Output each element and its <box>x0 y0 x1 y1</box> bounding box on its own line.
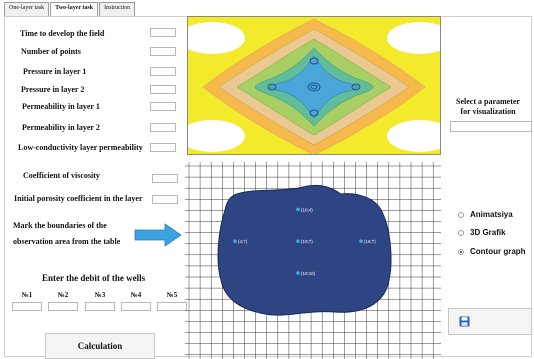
porosity-input[interactable] <box>152 195 178 204</box>
option-contour-graph[interactable]: Contour graph <box>458 247 526 256</box>
option-animatsiya[interactable]: Animatsiya <box>458 210 513 219</box>
mark-boundaries-line2: observation area from the table <box>13 237 121 246</box>
option-3d-grafik-label: 3D Grafik <box>470 228 506 237</box>
param-input-low-perm[interactable] <box>150 143 176 152</box>
param-input-points[interactable] <box>150 47 176 56</box>
well-input-4[interactable] <box>121 302 151 311</box>
mark-boundaries-line1: Mark the boundaries of the <box>13 221 107 230</box>
radio-3d-grafik[interactable] <box>458 229 464 236</box>
well-points: (10;4) (4;7) (10;7) (16;7) (10;10) <box>233 207 376 276</box>
well-point[interactable] <box>296 239 300 243</box>
observation-grid[interactable]: (10;4) (4;7) (10;7) (16;7) (10;10) <box>185 162 441 359</box>
well-point[interactable] <box>296 207 300 212</box>
well-label-2: №2 <box>57 291 69 299</box>
param-label-perm1: Permeability in layer 1 <box>22 102 100 111</box>
param-select-input[interactable] <box>450 121 532 132</box>
well-label-4: №4 <box>130 291 142 299</box>
well-input-1[interactable] <box>12 302 42 311</box>
well-point-label: (16;7) <box>364 239 376 244</box>
well-point-label: (10;4) <box>301 207 313 212</box>
well-point[interactable] <box>296 271 300 275</box>
viscosity-label: Coefficient of viscosity <box>23 171 100 180</box>
well-point[interactable] <box>359 239 363 243</box>
well-input-2[interactable] <box>48 302 78 311</box>
param-input-perm1[interactable] <box>150 102 176 111</box>
option-contour-graph-label: Contour graph <box>470 247 526 256</box>
param-input-pressure2[interactable] <box>150 85 176 94</box>
well-label-1: №1 <box>21 291 33 299</box>
param-label-pressure1: Pressure in layer 1 <box>23 67 87 76</box>
save-button[interactable] <box>448 308 532 335</box>
param-label-pressure2: Pressure in layer 2 <box>21 85 85 94</box>
well-point-label: (10;10) <box>301 271 316 276</box>
well-point-label: (4;7) <box>238 239 248 244</box>
well-point-label: (10;7) <box>301 239 313 244</box>
contour-plot <box>187 16 441 155</box>
calculation-button[interactable]: Calculation <box>45 333 155 359</box>
porosity-label: Initial porosity coefficient in the laye… <box>14 194 143 203</box>
param-input-time[interactable] <box>150 28 176 37</box>
tab-bar: One-layer task Two-layer task Instructio… <box>4 2 136 17</box>
well-label-5: №5 <box>166 291 178 299</box>
well-input-3[interactable] <box>85 302 115 311</box>
select-param-title-line2: for visualization <box>460 107 516 116</box>
well-input-5[interactable] <box>157 302 187 311</box>
param-input-pressure1[interactable] <box>150 67 176 76</box>
param-label-low-perm: Low-conductivity layer permeability <box>18 143 143 152</box>
observation-region <box>217 184 392 316</box>
tab-two-layer[interactable]: Two-layer task <box>50 2 99 17</box>
well-point[interactable] <box>233 239 237 243</box>
param-label-time: Time to develop the field <box>20 29 105 38</box>
tab-one-layer[interactable]: One-layer task <box>4 2 50 16</box>
tab-instruction[interactable]: Instruction <box>99 2 136 16</box>
select-param-title-line1: Select a parameter <box>456 97 520 106</box>
option-3d-grafik[interactable]: 3D Grafik <box>458 228 506 237</box>
wells-title: Enter the debit of the wells <box>42 273 146 283</box>
floppy-disk-icon <box>459 316 470 327</box>
option-animatsiya-label: Animatsiya <box>470 210 513 219</box>
param-input-perm2[interactable] <box>150 123 176 132</box>
param-label-perm2: Permeability in layer 2 <box>22 123 100 132</box>
radio-animatsiya[interactable] <box>458 211 464 218</box>
radio-contour-graph[interactable] <box>458 248 464 255</box>
arrow-right-icon <box>134 223 182 247</box>
viscosity-input[interactable] <box>152 174 178 183</box>
well-label-3: №3 <box>94 291 106 299</box>
param-label-points: Number of points <box>21 47 81 56</box>
